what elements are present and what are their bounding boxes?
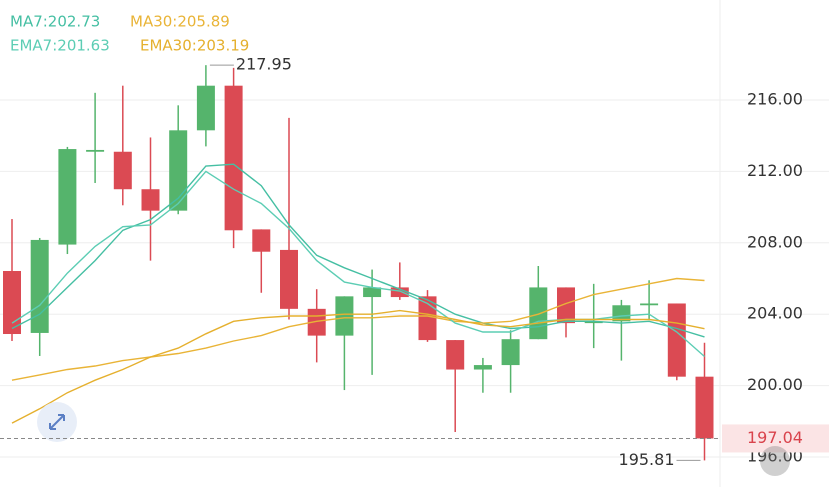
candle-body [113, 151, 132, 190]
candle-body [252, 229, 271, 252]
candle-body [529, 287, 548, 340]
expand-button[interactable] [37, 402, 77, 442]
candle-body [446, 340, 465, 370]
candle-body [280, 249, 298, 309]
candle-body [501, 339, 520, 366]
ma-line [11, 163, 705, 338]
last-price-label: 197.04 [747, 428, 803, 447]
legend-entry: MA30:205.89 [130, 13, 230, 31]
legend-entry: EMA30:203.19 [140, 37, 249, 55]
candle-body [335, 296, 354, 336]
low-label: 195.81 [619, 450, 675, 469]
candle-body [30, 239, 49, 333]
candle-body [141, 189, 160, 211]
y-tick-label: 212.00 [747, 161, 803, 180]
candle-body [363, 287, 382, 298]
high-label: 217.95 [236, 55, 292, 74]
y-tick-label: 204.00 [747, 304, 803, 323]
legend-entry: MA7:202.73 [10, 13, 100, 31]
scroll-button [760, 446, 790, 476]
candle-body [196, 85, 215, 131]
ma-line [11, 277, 705, 381]
candle-body [667, 303, 686, 377]
candle-body [557, 287, 575, 324]
candle-body [3, 270, 21, 335]
candle-body [584, 321, 603, 324]
candle-body [390, 287, 409, 298]
candle-body [86, 149, 105, 152]
candle-body [695, 376, 714, 439]
candle-body [640, 303, 659, 306]
ma-line [11, 170, 705, 358]
y-tick-label: 200.00 [747, 375, 803, 394]
candle-body [473, 365, 492, 370]
candle-body [58, 149, 77, 245]
legend-entry: EMA7:201.63 [10, 37, 110, 55]
candle-body [169, 130, 188, 211]
last-price-box [722, 424, 829, 453]
ma-line [11, 309, 705, 424]
candle-body [224, 85, 243, 231]
y-tick-label: 208.00 [747, 232, 803, 251]
y-tick-label: 216.00 [747, 89, 803, 108]
candle-body [612, 305, 631, 322]
